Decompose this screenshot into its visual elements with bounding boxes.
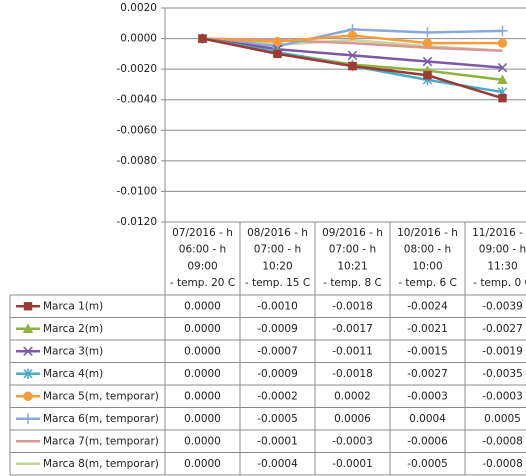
- table-value: -0.0035: [482, 368, 523, 380]
- legend-label: Marca 2(m): [43, 323, 103, 335]
- category-label: 10:00: [412, 260, 442, 272]
- table-value: -0.0009: [257, 368, 298, 380]
- category-label: - temp. 20 C: [170, 277, 235, 289]
- category-label: - temp. 6 C: [398, 277, 457, 289]
- marker: [423, 71, 432, 80]
- table-value: -0.0008: [482, 435, 523, 447]
- marker: [497, 38, 508, 48]
- category-label: 09/2016 - h: [322, 227, 383, 239]
- legend-marker: [23, 346, 33, 356]
- table-value: 0.0000: [184, 368, 221, 380]
- category-label: 08:00 - h: [404, 244, 451, 256]
- marker: [497, 62, 508, 73]
- y-tick-label: 0.0020: [120, 2, 157, 14]
- table-value: 0.0000: [184, 458, 221, 470]
- category-label: 09:00: [187, 260, 217, 272]
- legend-label: Marca 5(m, temporar): [43, 390, 159, 402]
- y-tick-label: -0.0020: [116, 63, 157, 75]
- legend-marker: [22, 413, 34, 424]
- category-label: 10:21: [337, 260, 367, 272]
- legend-label: Marca 3(m): [43, 345, 103, 357]
- marker: [198, 34, 207, 43]
- table-value: 0.0004: [409, 413, 446, 425]
- table-value: -0.0019: [482, 345, 523, 357]
- category-label: - temp. 0 C: [473, 277, 526, 289]
- table-value: -0.0021: [407, 323, 448, 335]
- table-value: -0.0006: [407, 435, 448, 447]
- table-value: -0.0003: [482, 390, 523, 402]
- table-value: -0.0011: [332, 345, 373, 357]
- table-value: -0.0005: [407, 458, 448, 470]
- table-value: -0.0027: [482, 323, 523, 335]
- table-value: 0.0000: [184, 300, 221, 312]
- legend-marker: [22, 323, 34, 333]
- table-value: -0.0003: [407, 390, 448, 402]
- y-tick-label: -0.0120: [116, 216, 157, 228]
- category-label: 09:00 - h: [479, 244, 526, 256]
- marker: [273, 49, 282, 59]
- table-value: -0.0003: [332, 435, 373, 447]
- table-value: 0.0005: [484, 413, 521, 425]
- table-value: -0.0010: [257, 300, 298, 312]
- table-value: -0.0001: [257, 435, 298, 447]
- legend-label: Marca 8(m, temporar): [43, 458, 159, 470]
- table-value: 0.0000: [184, 413, 221, 425]
- category-label: 07:00 - h: [329, 244, 376, 256]
- category-label: - temp. 8 C: [323, 277, 382, 289]
- table-value: -0.0007: [257, 345, 298, 357]
- table-value: -0.0008: [482, 458, 523, 470]
- table-value: -0.0009: [257, 323, 298, 335]
- category-label: 10/2016 - h: [397, 227, 458, 239]
- y-tick-label: -0.0100: [116, 185, 157, 197]
- table-value: 0.0006: [334, 413, 371, 425]
- table-value: -0.0001: [332, 458, 373, 470]
- marker: [347, 50, 358, 61]
- legend-label: Marca 4(m): [43, 368, 103, 380]
- y-tick-label: 0.0000: [120, 33, 157, 45]
- y-tick-label: -0.0080: [116, 155, 157, 167]
- legend-label: Marca 1(m): [43, 300, 103, 312]
- marker: [498, 93, 507, 103]
- category-label: 10:20: [262, 260, 292, 272]
- legend-marker: [23, 391, 33, 401]
- table-value: -0.0039: [482, 300, 523, 312]
- marker: [348, 61, 357, 71]
- marker: [422, 56, 433, 67]
- table-value: 0.0000: [184, 390, 221, 402]
- legend-label: Marca 7(m, temporar): [43, 435, 159, 447]
- y-tick-label: -0.0060: [116, 124, 157, 136]
- legend-label: Marca 6(m, temporar): [43, 413, 159, 425]
- table-value: 0.0000: [184, 345, 221, 357]
- marker: [347, 30, 358, 41]
- legend-marker: [23, 302, 33, 311]
- category-label: - temp. 15 C: [245, 277, 310, 289]
- category-label: 11:30: [487, 260, 517, 272]
- category-label: 06:00 - h: [179, 244, 226, 256]
- table-value: -0.0005: [257, 413, 298, 425]
- marker: [422, 27, 433, 38]
- table-value: -0.0018: [332, 300, 373, 312]
- table-value: -0.0027: [407, 368, 448, 380]
- category-label: 07/2016 - h: [172, 227, 233, 239]
- category-label: 08/2016 - h: [247, 227, 308, 239]
- table-value: 0.0000: [184, 323, 221, 335]
- table-value: 0.0000: [184, 435, 221, 447]
- table-value: -0.0015: [407, 345, 448, 357]
- y-tick-label: -0.0040: [116, 94, 157, 106]
- table-value: -0.0024: [407, 300, 448, 312]
- table-value: -0.0002: [257, 390, 298, 402]
- category-label: 07:00 - h: [254, 244, 301, 256]
- marker: [497, 25, 508, 37]
- marker: [497, 74, 508, 85]
- table-value: -0.0018: [332, 368, 373, 380]
- table-value: -0.0017: [332, 323, 373, 335]
- legend-marker: [23, 368, 33, 379]
- table-value: -0.0004: [257, 458, 298, 470]
- marker: [272, 36, 283, 47]
- table-value: 0.0002: [334, 390, 371, 402]
- marker: [422, 38, 433, 48]
- category-label: 11/2016 - h: [472, 227, 526, 239]
